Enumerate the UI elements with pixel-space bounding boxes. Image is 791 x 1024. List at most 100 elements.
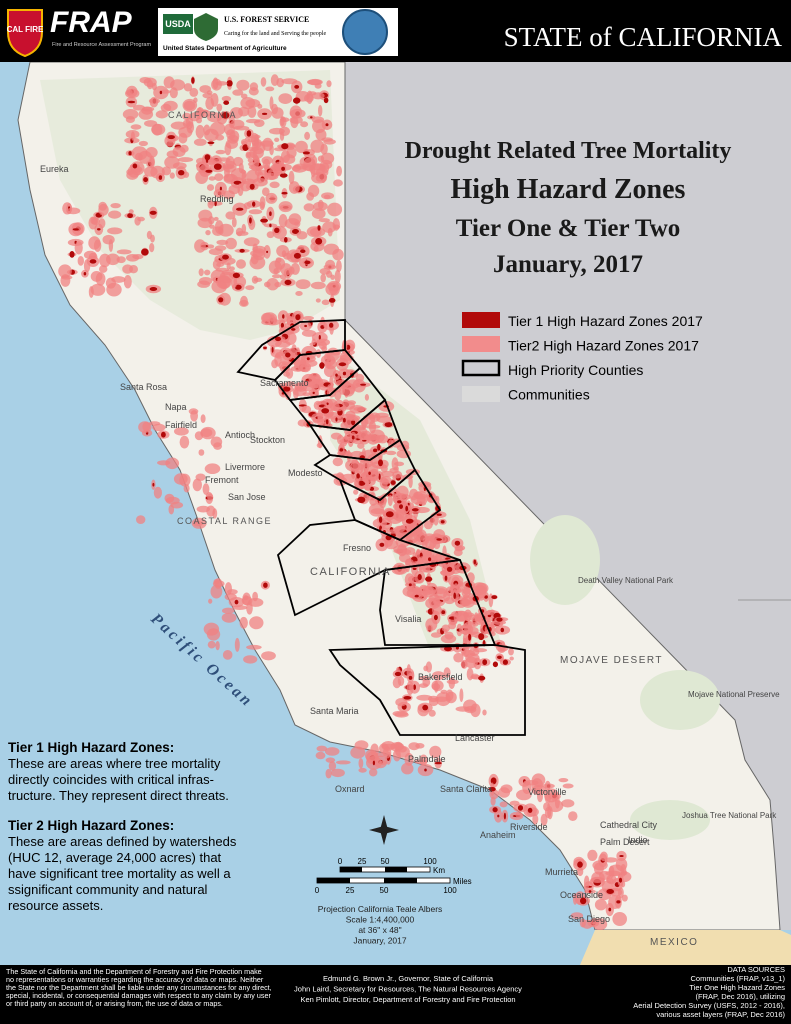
hazard-zone bbox=[169, 172, 175, 179]
hazard-zone bbox=[592, 918, 608, 931]
hazard-zone bbox=[594, 899, 607, 911]
hazard-zone bbox=[463, 609, 472, 622]
credits: Ken Pimlott, Director, Department of For… bbox=[300, 995, 515, 1004]
hazard-zone bbox=[388, 529, 398, 534]
hazard-zone-tier1 bbox=[269, 211, 272, 216]
hazard-zone-tier1 bbox=[222, 254, 229, 260]
hazard-zone bbox=[428, 697, 439, 707]
place-label: Riverside bbox=[510, 822, 548, 832]
hazard-zone bbox=[204, 463, 221, 475]
projection-note: January, 2017 bbox=[353, 936, 407, 946]
hazard-zone bbox=[326, 356, 332, 369]
map-title: High Hazard Zones bbox=[451, 174, 686, 205]
hazard-zone bbox=[621, 894, 628, 902]
legend-swatch-tier1 bbox=[462, 312, 500, 328]
hazard-zone bbox=[195, 473, 206, 481]
hazard-zone bbox=[203, 622, 220, 636]
hazard-zone bbox=[130, 131, 135, 141]
hazard-zone bbox=[88, 236, 101, 250]
hazard-zone bbox=[593, 862, 604, 875]
hazard-zone bbox=[269, 314, 275, 322]
hazard-zone bbox=[316, 745, 328, 752]
hazard-zone bbox=[83, 259, 91, 273]
hazard-zone bbox=[335, 760, 351, 765]
hazard-zone bbox=[254, 155, 260, 169]
hazard-zone bbox=[216, 275, 232, 290]
disclaimer: the State nor the Department shall be li… bbox=[6, 983, 272, 992]
hazard-zone bbox=[116, 249, 132, 255]
hazard-zone bbox=[183, 83, 193, 92]
hazard-zone bbox=[146, 230, 152, 240]
projection-note: Projection California Teale Albers bbox=[318, 904, 443, 914]
hazard-zone bbox=[441, 624, 450, 632]
hazard-zone bbox=[508, 648, 514, 656]
hazard-zone-tier1 bbox=[269, 223, 272, 228]
hazard-zone-tier1 bbox=[213, 163, 222, 170]
hazard-zone bbox=[332, 457, 343, 467]
hazard-zone bbox=[88, 286, 94, 298]
hazard-zone bbox=[216, 103, 223, 112]
hazard-zone bbox=[225, 211, 236, 220]
hazard-zone-tier1 bbox=[127, 213, 133, 219]
hazard-zone bbox=[122, 264, 133, 274]
hazard-zone bbox=[225, 139, 238, 149]
hazard-zone bbox=[153, 486, 162, 499]
hazard-zone-tier1 bbox=[207, 141, 215, 145]
place-label: Cathedral City bbox=[600, 820, 658, 830]
hazard-zone bbox=[418, 683, 429, 688]
hazard-zone bbox=[243, 237, 260, 247]
hazard-zone-tier1 bbox=[342, 371, 347, 376]
hazard-zone-tier1 bbox=[405, 518, 414, 524]
data-sources: Communities (FRAP, v13_1) bbox=[691, 974, 786, 983]
note-heading: Tier 1 High Hazard Zones: bbox=[8, 740, 174, 755]
hazard-zone-tier1 bbox=[328, 298, 336, 303]
hazard-zone bbox=[587, 849, 598, 862]
note-text: directly coincides with critical infras- bbox=[8, 772, 214, 787]
hazard-zone-tier1 bbox=[425, 576, 433, 582]
hazard-zone bbox=[212, 226, 224, 236]
hazard-zone bbox=[531, 785, 547, 796]
note-text: These are areas where tree mortality bbox=[8, 756, 221, 771]
place-label: Santa Rosa bbox=[120, 382, 167, 392]
projection-note: at 36" x 48" bbox=[358, 925, 401, 935]
hazard-zone bbox=[499, 801, 508, 808]
hazard-zone bbox=[321, 137, 333, 142]
place-label: Oceanside bbox=[560, 890, 603, 900]
hazard-zone bbox=[107, 227, 123, 235]
hazard-zone bbox=[108, 210, 122, 219]
hazard-zone-tier1 bbox=[221, 112, 230, 119]
hazard-zone bbox=[149, 155, 155, 169]
hazard-zone bbox=[310, 281, 326, 290]
hazard-zone-tier1 bbox=[577, 861, 583, 868]
hazard-zone bbox=[311, 208, 326, 220]
hazard-zone-tier1 bbox=[159, 90, 163, 95]
hazard-zone bbox=[133, 104, 145, 111]
hazard-zone bbox=[200, 414, 206, 423]
hazard-zone bbox=[326, 80, 332, 88]
hazard-zone bbox=[183, 100, 196, 111]
hazard-zones bbox=[58, 74, 632, 931]
hazard-zone bbox=[327, 202, 343, 217]
hazard-zone bbox=[254, 168, 262, 176]
park-area bbox=[630, 800, 710, 840]
hazard-zone bbox=[196, 117, 202, 124]
note-heading: Tier 2 High Hazard Zones: bbox=[8, 818, 174, 833]
hazard-zone bbox=[131, 146, 148, 161]
hazard-zone-tier1 bbox=[285, 352, 291, 358]
hazard-zone bbox=[207, 159, 216, 165]
hazard-zone bbox=[166, 150, 179, 159]
place-label: Fairfield bbox=[165, 420, 197, 430]
hazard-zone-tier1 bbox=[492, 661, 498, 668]
hazard-zone bbox=[330, 274, 335, 280]
hazard-zone-tier1 bbox=[580, 897, 587, 905]
hazard-zone bbox=[125, 116, 135, 123]
hazard-zone-tier1 bbox=[252, 201, 256, 207]
hazard-zone-tier1 bbox=[281, 166, 285, 171]
hazard-zone bbox=[612, 912, 627, 926]
hazard-zone bbox=[60, 275, 73, 280]
hazard-zone bbox=[295, 291, 303, 296]
hazard-zone bbox=[257, 103, 263, 109]
hazard-zone bbox=[422, 586, 434, 596]
nevada-arizona bbox=[345, 62, 791, 965]
